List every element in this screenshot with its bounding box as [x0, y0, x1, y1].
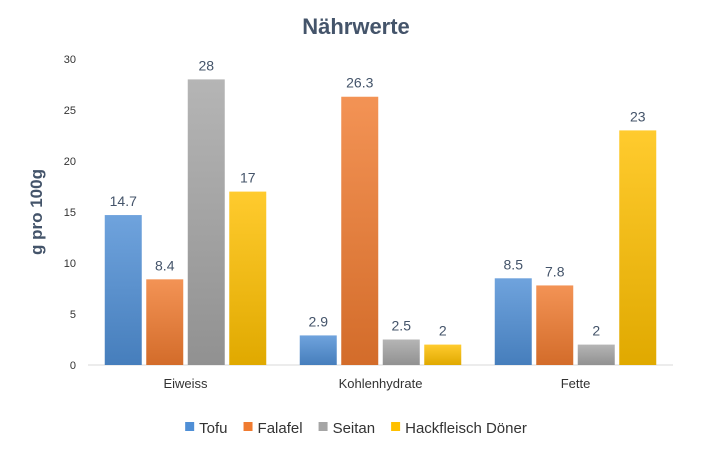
- x-tick-label: Eiweiss: [163, 376, 208, 391]
- y-tick-label: 10: [64, 258, 76, 270]
- bar-eiweiss-2: [187, 79, 225, 366]
- y-tick-label: 20: [64, 156, 76, 168]
- data-label: 28: [198, 57, 214, 73]
- y-axis-ticks: 0 5 10 15 20 25 30: [64, 54, 76, 372]
- legend-item: Hackfleisch Döner: [391, 420, 527, 437]
- bars-group: 14.7 8.4 28 17 2.9 26.3 2.5 2 8.5 7.8 2 23: [104, 57, 657, 366]
- x-tick-label: Kohlenhydrate: [339, 376, 423, 391]
- y-tick-label: 0: [70, 360, 76, 372]
- chart-title: Nährwerte: [302, 14, 410, 39]
- data-label: 2.5: [392, 318, 412, 334]
- y-tick-label: 30: [64, 54, 76, 66]
- legend-swatch: [243, 422, 253, 431]
- x-axis-ticks: Eiweiss Kohlenhydrate Fette: [163, 376, 590, 391]
- data-label: 17: [240, 170, 256, 186]
- data-label: 2: [439, 323, 447, 339]
- bar-eiweiss-0: [104, 215, 142, 365]
- legend-label: Falafel: [258, 420, 303, 437]
- legend-item: Tofu: [185, 420, 228, 437]
- legend-label: Seitan: [333, 420, 376, 437]
- y-tick-label: 5: [70, 309, 76, 321]
- bar-fette-3: [619, 130, 657, 365]
- data-label: 8.5: [504, 256, 524, 272]
- data-label: 8.4: [155, 257, 175, 273]
- data-label: 7.8: [545, 263, 565, 279]
- bar-kohlenhydrate-0: [299, 335, 337, 365]
- legend: Tofu Falafel Seitan Hackfleisch Döner: [185, 420, 527, 437]
- legend-swatch: [391, 422, 401, 431]
- bar-eiweiss-3: [229, 191, 267, 365]
- y-tick-label: 25: [64, 105, 76, 117]
- legend-item: Falafel: [243, 420, 303, 437]
- bar-fette-1: [536, 285, 574, 365]
- data-label: 2.9: [309, 313, 329, 329]
- y-tick-label: 15: [64, 207, 76, 219]
- bar-kohlenhydrate-2: [382, 339, 420, 365]
- y-axis-label: g pro 100g: [27, 169, 46, 255]
- bar-fette-2: [577, 344, 615, 365]
- legend-label: Hackfleisch Döner: [405, 420, 527, 437]
- data-label: 2: [592, 323, 600, 339]
- legend-swatch: [185, 422, 195, 431]
- data-label: 26.3: [346, 75, 373, 91]
- data-label: 14.7: [110, 193, 137, 209]
- legend-swatch: [318, 422, 328, 431]
- legend-label: Tofu: [199, 420, 227, 437]
- legend-item: Seitan: [318, 420, 376, 437]
- bar-fette-0: [494, 278, 532, 365]
- data-label: 23: [630, 108, 646, 124]
- x-tick-label: Fette: [561, 376, 591, 391]
- bar-eiweiss-1: [146, 279, 184, 365]
- bar-kohlenhydrate-3: [424, 344, 462, 365]
- bar-kohlenhydrate-1: [341, 96, 379, 366]
